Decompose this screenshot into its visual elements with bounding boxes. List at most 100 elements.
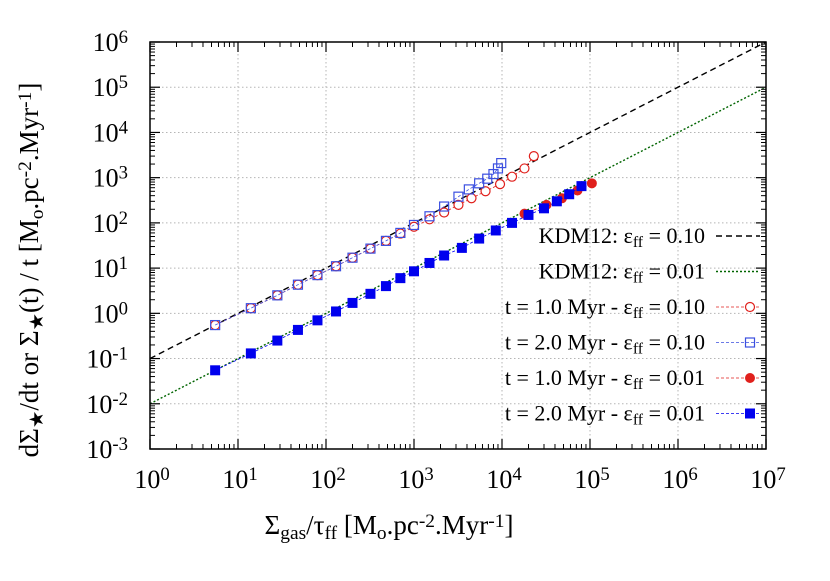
text-part: ff: [633, 270, 644, 287]
legend-entry: t = 1.0 Myr - εff = 0.10: [505, 294, 760, 322]
data-point: [453, 191, 464, 202]
tick-base: 10: [398, 465, 424, 494]
tick-exponent: 2: [336, 464, 345, 485]
legend-label: t = 2.0 Myr - εff = 0.10: [505, 330, 705, 358]
x-tick-label: 105: [574, 464, 609, 494]
data-point: [576, 181, 587, 192]
text-part: = 0.10: [643, 330, 705, 355]
data-point: [744, 301, 756, 313]
text-part: t = 1.0 Myr - ε: [505, 365, 633, 390]
legend-entry: t = 2.0 Myr - εff = 0.10: [505, 330, 760, 358]
y-tick-label: 105: [93, 72, 128, 102]
y-tick-label: 10-3: [86, 434, 128, 464]
data-point: [745, 373, 755, 383]
text-part: ]: [504, 510, 513, 540]
text-part: .Myr: [14, 108, 44, 161]
data-point: [272, 335, 283, 346]
text-part: o: [377, 523, 387, 544]
tick-layer: 100 101 102 103 104 105 106 10710-310-210-11001…: [86, 27, 785, 494]
x-tick-label: 102: [310, 464, 345, 494]
data-point: [551, 196, 562, 207]
text-part: -1: [488, 511, 504, 532]
data-point: [365, 288, 376, 299]
tick-exponent: 3: [424, 464, 433, 485]
x-axis-title: Σgas/τff [Mo.pc-2.Myr-1]: [265, 510, 514, 544]
text-part: ff: [633, 234, 644, 251]
text-part: ]: [14, 83, 44, 92]
data-point: [409, 266, 419, 277]
data-point: [492, 163, 504, 174]
text-part: -2: [419, 511, 435, 532]
text-part: -1: [15, 92, 36, 108]
data-point: [490, 225, 501, 236]
axis-labels: Σgas/τff [Mo.pc-2.Myr-1] dΣ★/dt or Σ★(t) …: [14, 83, 513, 545]
text-part: -2: [15, 161, 36, 177]
data-point: [496, 157, 507, 169]
data-point: [210, 319, 221, 331]
legend-label: KDM12: εff = 0.01: [539, 259, 705, 287]
data-point: [210, 365, 221, 376]
text-part: ff: [633, 341, 644, 358]
text-part: = 0.01: [643, 259, 705, 284]
data-point: [519, 163, 530, 174]
text-part: KDM12: ε: [539, 259, 633, 284]
tick-base: 10: [662, 465, 688, 494]
data-point: [439, 250, 450, 261]
data-point: [439, 207, 450, 218]
text-part: .pc: [387, 510, 419, 540]
series-layer: [150, 42, 766, 405]
tick-exponent: 2: [119, 208, 128, 229]
tick-base: 10: [93, 209, 119, 238]
text-part: ff: [325, 523, 338, 544]
x-tick-label: 106: [662, 464, 697, 494]
data-point: [272, 290, 283, 301]
tick-base: 10: [93, 73, 119, 102]
data-point: [507, 217, 518, 228]
legend-entry: KDM12: εff = 0.01: [539, 259, 760, 287]
data-point: [424, 211, 435, 222]
data-point: [210, 319, 221, 331]
y-tick-label: 100: [93, 298, 128, 328]
text-part: (t) / t [M: [14, 219, 44, 313]
data-point: [245, 303, 256, 314]
series: [150, 86, 766, 405]
data-point: [480, 186, 491, 197]
tick-exponent: 5: [600, 464, 609, 485]
data-point: [586, 178, 597, 189]
y-tick-label: 10-2: [86, 389, 128, 419]
y-axis-title: dΣ★/dt or Σ★(t) / t [Mo.pc-2.Myr-1]: [14, 83, 48, 458]
data-point: [744, 337, 756, 348]
legend-entry: t = 2.0 Myr - εff = 0.01: [505, 401, 760, 429]
data-point: [395, 227, 406, 239]
data-point: [564, 189, 575, 200]
tick-exponent: 4: [119, 117, 129, 138]
data-point: [365, 243, 376, 254]
legend-label: t = 2.0 Myr - εff = 0.01: [505, 401, 705, 429]
y-tick-label: 103: [93, 163, 128, 193]
tick-exponent: 1: [119, 253, 128, 274]
tick-base: 10: [86, 435, 112, 464]
y-tick-label: 102: [93, 208, 128, 238]
text-part: = 0.01: [643, 401, 705, 426]
data-point: [312, 315, 323, 326]
data-point: [380, 235, 392, 246]
legend-label: t = 1.0 Myr - εff = 0.10: [505, 294, 705, 322]
tick-exponent: 5: [119, 72, 128, 93]
data-point: [528, 150, 539, 162]
x-tick-label: 107: [750, 464, 785, 494]
data-point: [292, 279, 304, 290]
text-part: t = 2.0 Myr - ε: [505, 401, 633, 426]
text-part: dΣ: [14, 428, 44, 457]
series: [210, 157, 507, 331]
tick-base: 10: [93, 164, 119, 193]
tick-exponent: 0: [119, 298, 128, 319]
tick-exponent: 6: [688, 464, 697, 485]
text-part: .pc: [14, 177, 44, 209]
legend-label: KDM12: εff = 0.10: [539, 223, 705, 251]
legend-entry: KDM12: εff = 0.10: [539, 223, 760, 251]
legend-label: t = 1.0 Myr - εff = 0.01: [505, 365, 705, 393]
text-part: t = 1.0 Myr - ε: [505, 294, 633, 319]
data-point: [538, 203, 549, 214]
text-part: ff: [633, 305, 644, 322]
